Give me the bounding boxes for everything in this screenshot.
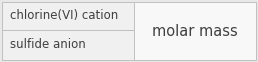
Bar (2, 30, 134, 60)
Bar (2, 2, 134, 30)
Bar (134, 2, 256, 60)
Text: sulfide anion: sulfide anion (10, 39, 86, 52)
Text: chlorine(VI) cation: chlorine(VI) cation (10, 9, 118, 23)
Text: molar mass: molar mass (152, 23, 238, 39)
